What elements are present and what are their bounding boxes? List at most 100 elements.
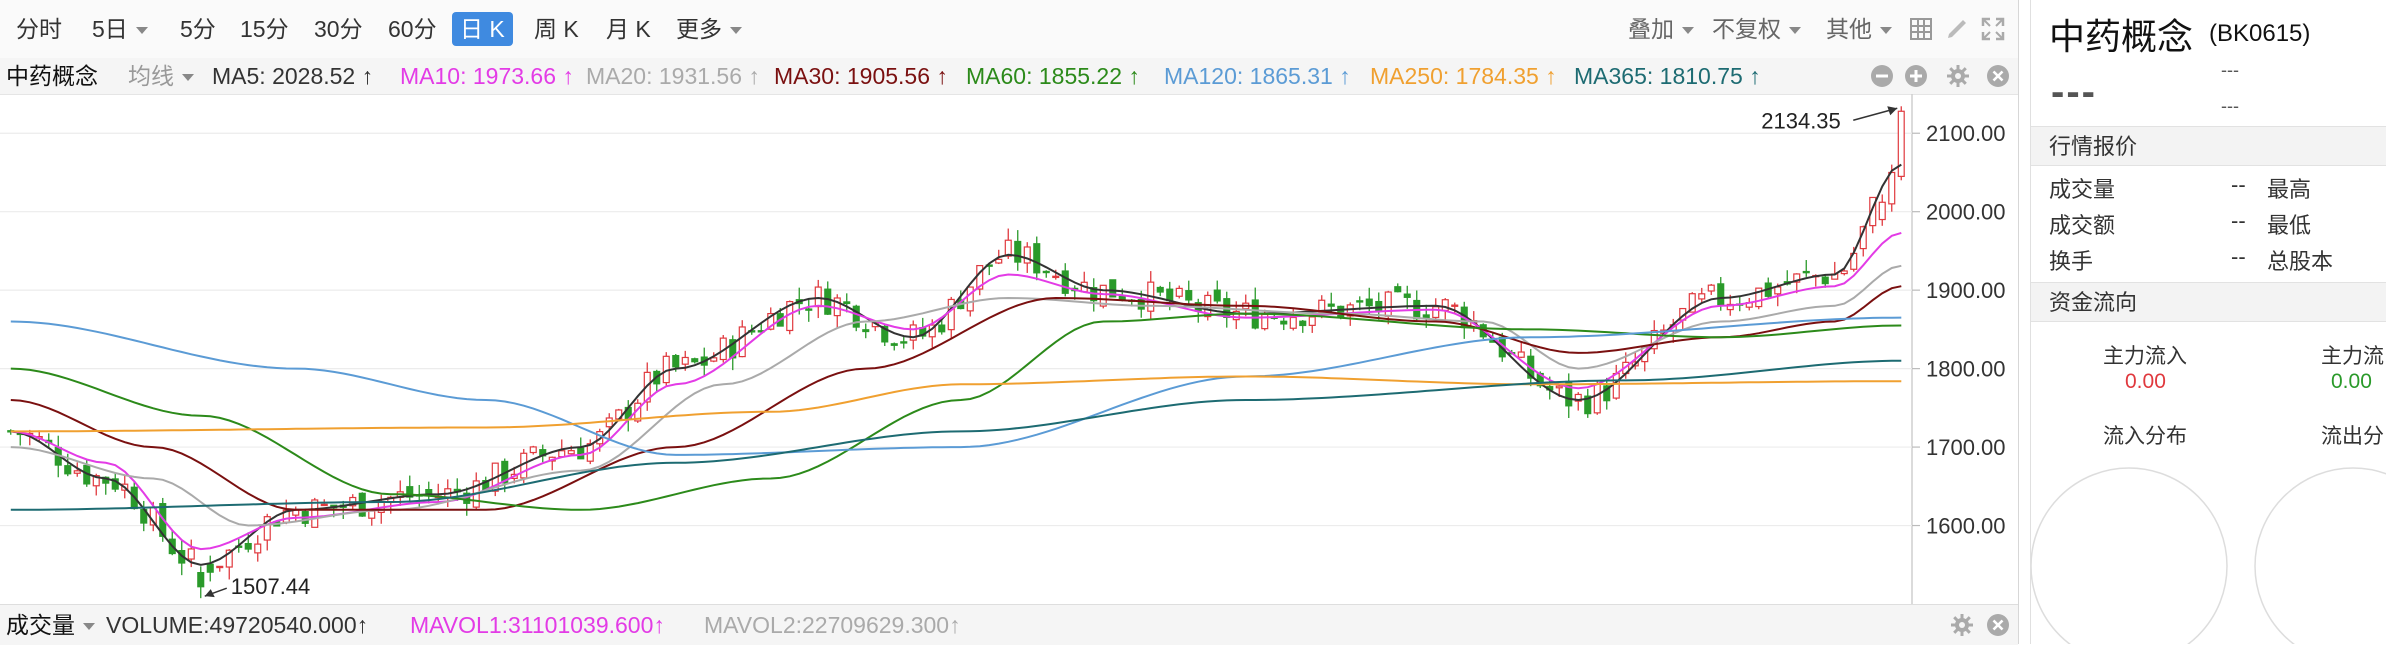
ma-type-dropdown[interactable]: 均线	[128, 58, 194, 94]
ma-legend-item: MA250: 1784.35 ↑	[1370, 63, 1557, 89]
candle-body	[263, 516, 271, 541]
ma-legend-row: 中药概念 均线 MA5: 2028.52 ↑ MA10: 1973.66 ↑ MA2…	[0, 58, 2018, 95]
candle-body	[938, 324, 946, 333]
main-outflow-label: 主力流	[2321, 345, 2384, 368]
candle-body	[900, 341, 908, 344]
candle-body	[216, 565, 224, 569]
candle-body	[558, 450, 566, 458]
candle-body	[1023, 246, 1031, 264]
candle-body	[881, 325, 889, 343]
inflow-pie	[2031, 467, 2228, 644]
candle-body	[1308, 316, 1316, 326]
kline-chart[interactable]: 1600.00 1700.00 1800.00 1900.00 2000.00 2100.…	[0, 94, 2018, 604]
stock-code: (BK0615)	[2209, 20, 2311, 47]
low-annotation-arrowhead	[204, 589, 215, 598]
quote-label: 换手	[2049, 249, 2094, 274]
volume-indicator-dropdown[interactable]: 成交量	[6, 605, 95, 645]
period-tab-label: 5分	[180, 16, 216, 42]
candle-body	[1175, 287, 1183, 297]
plus-circle-icon[interactable]	[1904, 64, 1928, 88]
period-tab-6[interactable]: 日 K	[452, 12, 513, 46]
candle-body	[1878, 201, 1886, 221]
candle-body	[1422, 314, 1430, 319]
candle-body	[672, 354, 680, 368]
candle-body	[1375, 300, 1383, 312]
candle-body	[1166, 288, 1174, 302]
close-icon[interactable]	[1986, 64, 2010, 88]
outflow-distribution-label: 流出分	[2321, 425, 2384, 448]
candle-body	[1688, 293, 1696, 313]
chevron-down-icon	[1682, 27, 1694, 35]
candle-body	[1042, 270, 1050, 274]
candle-body	[681, 356, 689, 365]
stock-name-label: 中药概念	[6, 63, 98, 89]
y-tick-label: 1600.00	[1926, 514, 2006, 539]
period-tab-label: 60分	[388, 16, 437, 42]
period-tab-0[interactable]: 分时	[8, 12, 70, 46]
period-tab-label: 更多	[676, 16, 722, 42]
candle-body	[1897, 110, 1905, 177]
pen-icon[interactable]	[1944, 16, 1970, 42]
candle-body	[1774, 286, 1782, 295]
period-tab-5[interactable]: 60分	[380, 12, 445, 46]
other-dropdown[interactable]: 其他	[1826, 12, 1892, 46]
candle-body	[1698, 293, 1706, 300]
main-inflow-value: 0.00	[2125, 370, 2166, 393]
candle-body	[1888, 171, 1896, 205]
period-tab-8[interactable]: 月 K	[598, 12, 659, 46]
candle-body	[73, 470, 81, 474]
fullscreen-icon[interactable]	[1980, 16, 2006, 42]
candle-body	[1432, 306, 1440, 319]
high-annotation-arrowhead	[1887, 106, 1898, 116]
candle-body	[244, 542, 252, 550]
adjust-dropdown[interactable]: 不复权	[1712, 12, 1801, 46]
volume-value: VOLUME:49720540.000↑	[106, 612, 369, 638]
overlay-dropdown[interactable]: 叠加	[1628, 12, 1694, 46]
candle-body	[1717, 283, 1725, 306]
ma-line-ma365	[10, 359, 1902, 511]
candle-body	[567, 450, 575, 455]
ma-legend-item: MA5: 2028.52 ↑	[212, 63, 374, 89]
period-tab-3[interactable]: 15分	[232, 12, 297, 46]
inflow-distribution-label: 流入分布	[2103, 425, 2187, 448]
candle-body	[1299, 320, 1307, 327]
quote-value: --	[2231, 244, 2246, 269]
candle-body	[1337, 305, 1345, 319]
ma-line-ma250	[10, 375, 1902, 433]
candle-body	[862, 329, 870, 333]
candle-body	[1232, 310, 1240, 321]
candle-body	[1603, 385, 1611, 402]
ma-line-ma5	[10, 163, 1902, 566]
price-change-pct: ---	[2221, 96, 2239, 116]
period-tab-label: 月 K	[606, 16, 651, 42]
candle-body	[64, 465, 72, 475]
candle-body	[1593, 383, 1601, 414]
candle-body	[311, 499, 319, 528]
candle-body	[1394, 286, 1402, 293]
gear-icon[interactable]	[1946, 64, 1970, 88]
candle-body	[805, 308, 813, 311]
candle-body	[197, 572, 205, 588]
candle-body	[1755, 287, 1763, 308]
period-tab-4[interactable]: 30分	[306, 12, 371, 46]
period-tab-7[interactable]: 周 K	[526, 12, 587, 46]
candle-body	[254, 543, 262, 554]
minus-circle-icon[interactable]	[1870, 64, 1894, 88]
candle-body	[1014, 240, 1022, 263]
candle-body	[1137, 299, 1145, 310]
close-icon[interactable]	[1986, 613, 2010, 637]
candle-body	[206, 563, 214, 573]
low-annotation: 1507.44	[231, 574, 311, 599]
quote-section-header: 行情报价	[2031, 126, 2386, 166]
candle-body	[995, 258, 1003, 264]
quote-label: 成交量	[2049, 177, 2116, 202]
period-tab-1[interactable]: 5日	[84, 12, 156, 46]
period-tab-2[interactable]: 5分	[172, 12, 224, 46]
period-tab-9[interactable]: 更多	[668, 12, 750, 46]
volume-legend-row: 成交量 VOLUME:49720540.000↑ MAVOL1:31101039…	[0, 604, 2018, 645]
gear-icon[interactable]	[1950, 613, 1974, 637]
candle-body	[843, 301, 851, 305]
candle-body	[643, 371, 651, 403]
grid-icon[interactable]	[1908, 16, 1934, 42]
candle-body	[1185, 290, 1193, 301]
